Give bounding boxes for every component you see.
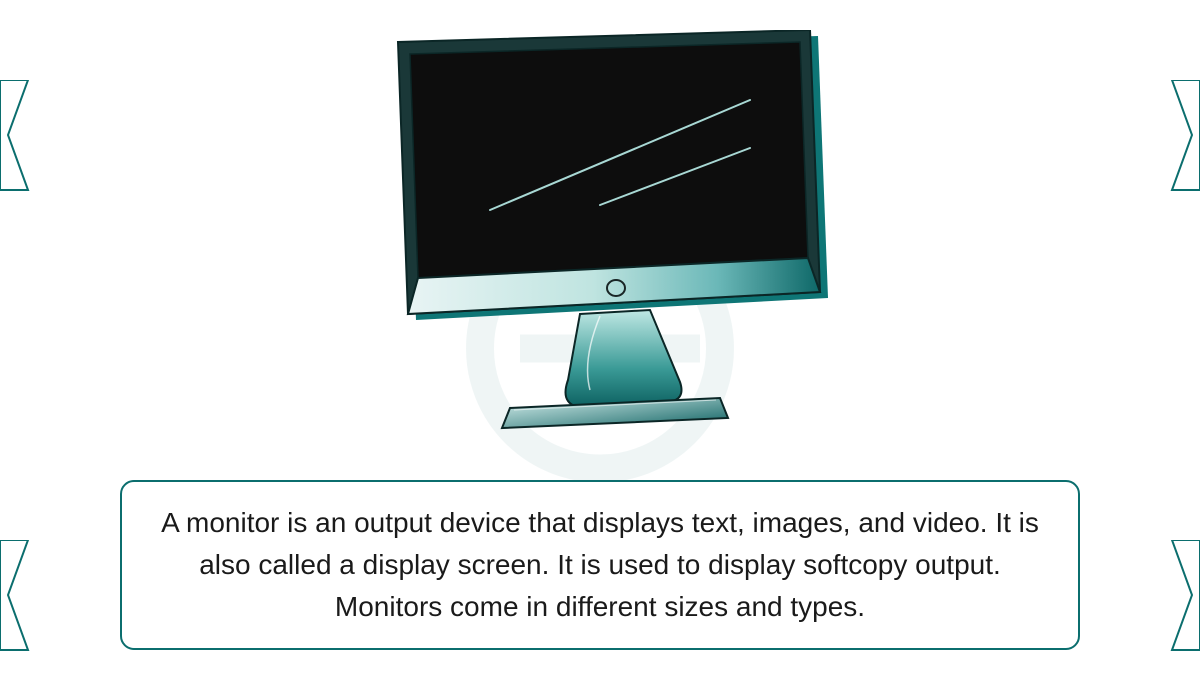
description-box: A monitor is an output device that displ… <box>120 480 1080 650</box>
description-text: A monitor is an output device that displ… <box>161 507 1039 622</box>
corner-decoration-right-bottom <box>1160 540 1200 680</box>
monitor-stand-neck <box>566 310 682 408</box>
corner-decoration-left-bottom <box>0 540 40 680</box>
corner-decoration-left-top <box>0 80 40 220</box>
monitor-illustration <box>350 30 850 450</box>
corner-decoration-right-top <box>1160 80 1200 220</box>
monitor-stand-base <box>502 398 728 428</box>
